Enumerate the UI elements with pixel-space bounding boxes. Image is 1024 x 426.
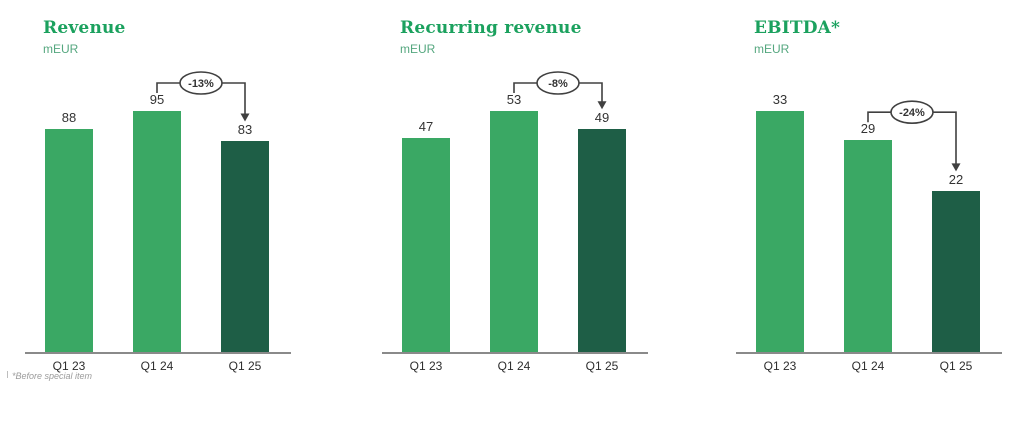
annotation-ellipse [890, 100, 934, 125]
plot-area: 47 Q1 23 53 Q1 24 49 Q1 25 -8% [382, 0, 662, 400]
footnote-marker [7, 371, 8, 378]
bar-value-label: 47 [418, 119, 434, 135]
annotation-ellipse [536, 71, 580, 95]
bar-value-label: 33 [772, 92, 788, 107]
x-axis-line [736, 352, 1002, 354]
chart-title: Recurring revenue [400, 18, 582, 38]
annotation-ellipse [179, 71, 223, 95]
x-axis-label: Q1 23 [763, 359, 797, 373]
bar-q1-24 [490, 111, 538, 352]
annotation-label: -24% [899, 107, 925, 119]
bar-q1-23 [402, 138, 450, 352]
arrowhead-icon [240, 113, 250, 122]
x-axis-label: Q1 25 [585, 359, 619, 373]
x-axis-label: Q1 23 [409, 359, 443, 373]
x-axis-label: Q1 24 [140, 359, 174, 373]
chart-title: Revenue [43, 18, 126, 38]
arrowhead-icon [597, 101, 607, 110]
bar-value-label: 22 [948, 172, 964, 188]
bar-q1-24 [133, 111, 181, 352]
bar-q1-24 [844, 140, 892, 352]
bar-value-label: 53 [506, 92, 522, 107]
bar-value-label: 29 [860, 121, 876, 137]
bar-value-label: 49 [594, 110, 610, 126]
annotation-label: -13% [188, 78, 214, 90]
bar-value-label: 83 [237, 122, 253, 138]
arrowhead-icon [951, 163, 961, 172]
bar-value-label: 95 [149, 92, 165, 107]
chart-title: EBITDA* [754, 18, 841, 38]
footnote: *Before special item [7, 371, 92, 382]
x-axis-label: Q1 24 [851, 359, 885, 373]
x-axis-label: Q1 25 [939, 359, 973, 373]
bar-value-label: 88 [61, 109, 77, 125]
bar-q1-23 [45, 128, 93, 352]
x-axis-line [382, 352, 648, 354]
annotation-label: -8% [548, 78, 568, 90]
bar-q1-25 [578, 129, 626, 352]
plot-area: 33 Q1 23 29 Q1 24 22 Q1 25 -24% [736, 0, 1016, 400]
chart-unit-label: mEUR [43, 42, 79, 56]
bar-q1-25 [932, 191, 980, 352]
chart-recurring-revenue: Recurring revenue mEUR 47 Q1 23 53 Q1 24 49 Q… [382, 0, 662, 400]
x-axis-line [25, 352, 291, 354]
chart-revenue: Revenue mEUR 88 Q1 23 95 Q1 24 83 Q1 25 -13% [25, 0, 305, 400]
footnote-text: *Before special item [12, 371, 93, 381]
x-axis-label: Q1 23 [52, 359, 86, 373]
bar-q1-23 [756, 111, 804, 352]
chart-unit-label: mEUR [754, 42, 790, 56]
plot-area: 88 Q1 23 95 Q1 24 83 Q1 25 -13% [25, 0, 305, 400]
bar-q1-25 [221, 141, 269, 352]
x-axis-label: Q1 24 [497, 359, 531, 373]
x-axis-label: Q1 25 [228, 359, 262, 373]
chart-ebitda: EBITDA* mEUR 33 Q1 23 29 Q1 24 22 Q1 25 -24% [736, 0, 1016, 400]
chart-unit-label: mEUR [400, 42, 436, 56]
